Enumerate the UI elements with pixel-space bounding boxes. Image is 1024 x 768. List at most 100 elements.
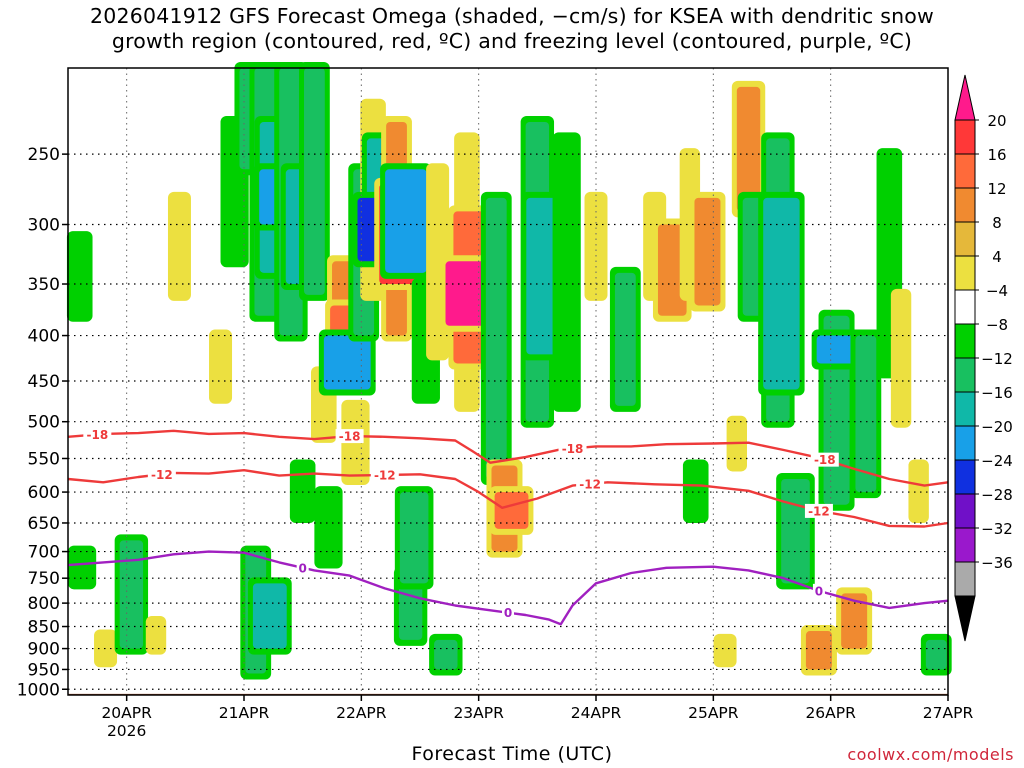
omega-cell	[434, 639, 458, 670]
colorbar-swatch	[954, 493, 976, 529]
x-tick-label: 23APR	[453, 704, 504, 722]
colorbar-label: −8	[986, 316, 1008, 334]
contour-minus18-label-bg	[83, 427, 112, 442]
gridlines	[68, 68, 948, 695]
omega-shading	[66, 62, 952, 680]
contour-minus18-label-bg	[558, 441, 587, 456]
omega-cell	[252, 583, 287, 649]
omega-cell	[841, 593, 868, 649]
omega-cell	[119, 540, 144, 649]
omega-cell	[319, 492, 338, 563]
contour-minus18-label: -18	[86, 428, 108, 442]
colorbar-label: 16	[987, 146, 1006, 164]
colorbar-label: 20	[987, 112, 1006, 130]
x-tick-label: 22APR	[336, 704, 387, 722]
omega-cell	[485, 197, 507, 479]
colorbar-label: −32	[981, 520, 1013, 538]
contour-minus12-label-bg	[576, 476, 605, 491]
omega-cell	[172, 197, 186, 295]
omega-cell	[385, 169, 427, 273]
credit-link[interactable]: coolwx.com/models	[847, 745, 1014, 764]
contour-minus18-label-bg	[810, 452, 839, 467]
colorbar-swatch	[954, 187, 976, 223]
title-line-2: growth region (contoured, red, ºC) and f…	[111, 29, 913, 53]
y-tick-label: 1000	[17, 680, 60, 700]
colorbar-swatch	[954, 153, 976, 189]
x-tick-label: 27APR	[923, 704, 974, 722]
x-tick-label: 20APR	[101, 704, 152, 722]
x-tick-label: 24APR	[571, 704, 622, 722]
y-tick-label: 400	[28, 327, 60, 347]
omega-cell	[855, 335, 877, 493]
colorbar: 20 16 12 8 4 −4 −8 −12 −16 −20 −24 −28 −32 −36	[954, 74, 1013, 642]
omega-cell	[399, 492, 429, 584]
omega-cell	[895, 294, 907, 422]
contour-minus18-label-bg	[335, 429, 364, 444]
omega-cell	[763, 197, 800, 390]
y-tick-label: 500	[28, 413, 60, 433]
y-tick-label: 750	[28, 569, 60, 589]
x-axis-label: Forecast Time (UTC)	[411, 743, 613, 765]
omega-cell	[526, 197, 561, 355]
colorbar-top-arrow	[954, 74, 976, 121]
contour-minus12-label-bg	[147, 467, 176, 482]
contour-minus18	[67, 429, 949, 487]
colorbar-swatch	[954, 391, 976, 427]
omega-cell	[494, 492, 529, 529]
contour-minus12-label-bg	[370, 467, 399, 482]
y-tick-label: 950	[28, 660, 60, 680]
contour-minus12-label: -12	[808, 504, 830, 518]
omega-cell	[72, 551, 92, 584]
omega-cell	[589, 197, 603, 295]
omega-cell	[398, 573, 423, 640]
colorbar-swatch	[954, 561, 976, 597]
contour-freezing-level-label: 0	[298, 561, 306, 575]
colorbar-label: 4	[992, 248, 1002, 266]
omega-cell	[657, 224, 687, 316]
colorbar-label: 12	[987, 180, 1006, 198]
contour-minus12-label: -12	[151, 468, 173, 482]
omega-cell	[214, 335, 228, 398]
omega-cell	[925, 639, 947, 670]
y-tick-label: 450	[28, 372, 60, 392]
omega-cell	[71, 237, 88, 316]
x-axis: 20APR 21APR 22APR 23APR 24APR 25APR 26APR 27APR…	[101, 695, 973, 740]
x-tick-label: 26APR	[805, 704, 856, 722]
omega-cell	[736, 86, 761, 212]
omega-cell	[687, 465, 704, 517]
x-tick-label: 25APR	[688, 704, 739, 722]
chart-title: 2026041912 GFS Forecast Omega (shaded, −…	[0, 4, 1024, 54]
omega-cell	[557, 138, 576, 406]
contour-minus18-label: -18	[814, 453, 836, 467]
y-tick-label: 600	[28, 483, 60, 503]
omega-cell	[614, 272, 636, 406]
colorbar-label: −20	[981, 418, 1013, 436]
contour-minus18-label: -18	[562, 442, 584, 456]
contour-freezing-level	[67, 550, 949, 626]
colorbar-label: −36	[981, 554, 1013, 572]
colorbar-label: −12	[981, 350, 1013, 368]
contour-freezing-level-label-bg	[502, 605, 514, 620]
omega-cell	[718, 639, 732, 662]
omega-cell	[150, 621, 162, 649]
colorbar-swatch	[954, 459, 976, 495]
colorbar-swatch	[954, 289, 976, 325]
x-year-label: 2026	[107, 722, 146, 740]
contour-freezing-level-label-bg	[812, 583, 825, 598]
y-tick-label: 700	[28, 543, 60, 563]
y-axis: 2503003504004505005506006507007508008509…	[17, 145, 68, 700]
colorbar-label: −4	[986, 282, 1008, 300]
contour-minus18-label: -18	[339, 430, 361, 444]
colorbar-swatch	[954, 527, 976, 563]
x-tick-label: 21APR	[219, 704, 270, 722]
colorbar-swatch	[954, 119, 976, 155]
contour-minus12-label: -12	[579, 477, 601, 491]
colorbar-swatch	[954, 323, 976, 359]
y-tick-label: 300	[28, 216, 60, 236]
omega-cell	[294, 465, 311, 517]
y-tick-label: 650	[28, 514, 60, 534]
colorbar-swatch	[954, 255, 976, 291]
contour-freezing-level-label: 0	[815, 584, 823, 598]
colorbar-swatch	[954, 357, 976, 393]
